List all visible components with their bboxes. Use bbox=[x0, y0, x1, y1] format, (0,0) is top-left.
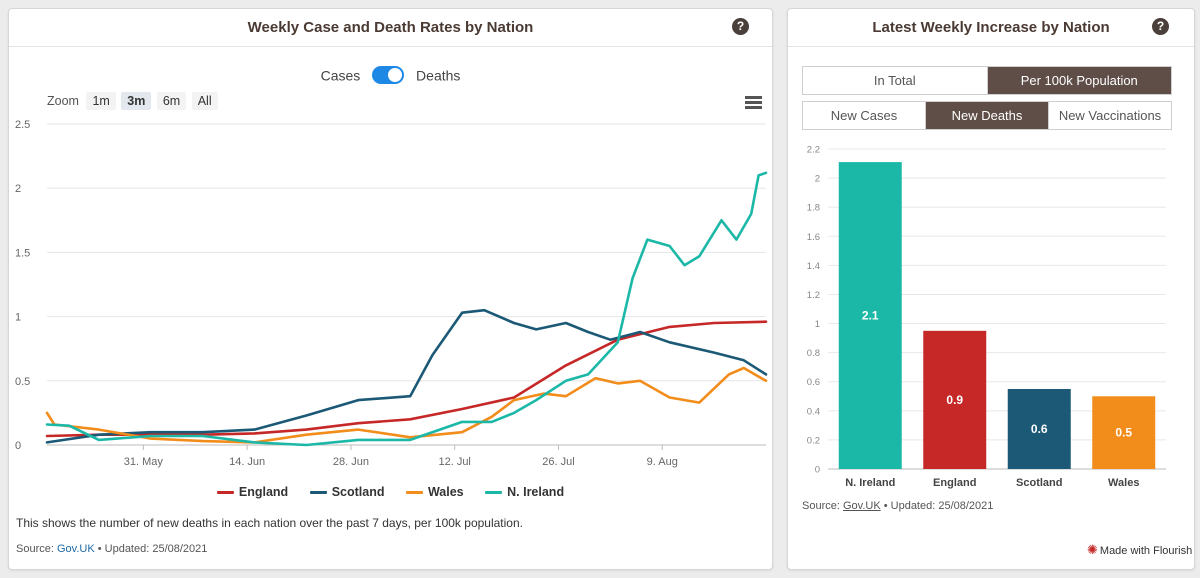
source-suffix: • Updated: 25/08/2021 bbox=[880, 500, 994, 512]
y-tick-label: 1.8 bbox=[807, 203, 820, 214]
bar-value-label: 0.5 bbox=[1115, 426, 1132, 440]
series-line-n-ireland bbox=[45, 171, 768, 447]
zoom-3m-button[interactable]: 3m bbox=[121, 92, 152, 110]
y-tick-label: 2 bbox=[15, 183, 21, 195]
source-prefix: Source: bbox=[802, 500, 843, 512]
help-icon[interactable]: ? bbox=[1152, 18, 1169, 35]
source-link[interactable]: Gov.UK bbox=[842, 500, 881, 512]
y-tick-label: 1.2 bbox=[807, 290, 820, 301]
y-tick-label: 1 bbox=[15, 312, 21, 324]
legend-item-wales[interactable]: Wales bbox=[405, 485, 464, 499]
help-icon[interactable]: ? bbox=[732, 18, 749, 35]
y-tick-label: 0.5 bbox=[15, 376, 30, 388]
source-prefix: Source: bbox=[16, 543, 57, 555]
bar-scotland bbox=[1007, 389, 1071, 469]
y-tick-label: 0.2 bbox=[807, 435, 820, 446]
x-tick-label: 26. Jul bbox=[542, 456, 574, 468]
zoom-6m-button[interactable]: 6m bbox=[156, 92, 187, 110]
y-tick-label: 1.4 bbox=[807, 261, 820, 272]
x-tick-label: 28. Jun bbox=[333, 456, 369, 468]
source-line: Source: Gov.UK • Updated: 25/08/2021 bbox=[16, 543, 207, 555]
x-category-label: England bbox=[933, 477, 976, 489]
y-tick-label: 0.4 bbox=[807, 406, 820, 417]
y-tick-label: 2.5 bbox=[15, 119, 30, 131]
line-chart-legend: England Scotland Wales N. Ireland bbox=[9, 485, 772, 499]
tab-new-deaths[interactable]: New Deaths bbox=[926, 102, 1049, 129]
tab-new-cases[interactable]: New Cases bbox=[803, 102, 926, 129]
panel-header: Latest Weekly Increase by Nation ? bbox=[788, 9, 1194, 47]
bar-value-label: 0.9 bbox=[946, 393, 963, 407]
cases-deaths-toggle-row: Cases Deaths bbox=[9, 66, 772, 85]
y-tick-label: 1.5 bbox=[15, 247, 30, 259]
x-tick-label: 14. Jun bbox=[229, 456, 265, 468]
source-line: Source: Gov.UK • Updated: 25/08/2021 bbox=[802, 500, 993, 512]
x-tick-label: 12. Jul bbox=[438, 456, 470, 468]
metric-tabs: New Cases New Deaths New Vaccinations bbox=[802, 101, 1172, 130]
legend-label: England bbox=[238, 485, 289, 499]
flourish-logo-icon: ✺ bbox=[1087, 542, 1098, 557]
bar-value-label: 0.6 bbox=[1031, 422, 1048, 436]
y-tick-label: 0.6 bbox=[807, 377, 820, 388]
x-category-label: Wales bbox=[1108, 477, 1139, 489]
measure-tabs: In Total Per 100k Population bbox=[802, 66, 1172, 95]
y-tick-label: 0 bbox=[815, 465, 820, 476]
tab-per-100k[interactable]: Per 100k Population bbox=[987, 67, 1171, 94]
line-chart: 0 0.5 1 1.5 2 2.5 31. May 14. Jun 28. Jun 12. Jul… bbox=[15, 119, 768, 468]
x-tick-label: 31. May bbox=[124, 456, 164, 468]
legend-label: Scotland bbox=[331, 485, 385, 499]
flourish-label: Made with Flourish bbox=[1099, 545, 1193, 557]
flourish-credit[interactable]: ✺ Made with Flourish bbox=[1087, 542, 1192, 558]
x-category-label: N. Ireland bbox=[845, 477, 895, 489]
x-category-label: Scotland bbox=[1016, 477, 1062, 489]
legend-label: Wales bbox=[427, 485, 464, 499]
series-line-wales bbox=[45, 366, 768, 444]
zoom-label: Zoom bbox=[47, 94, 79, 108]
zoom-all-button[interactable]: All bbox=[191, 92, 218, 110]
bar-england bbox=[923, 330, 987, 469]
bar-value-label: 2.1 bbox=[862, 309, 879, 323]
tab-in-total[interactable]: In Total bbox=[803, 67, 988, 94]
y-tick-label: 1.6 bbox=[807, 232, 820, 243]
hamburger-menu-icon[interactable] bbox=[745, 96, 762, 109]
series-line-scotland bbox=[45, 308, 768, 444]
y-tick-label: 0 bbox=[15, 440, 21, 452]
bar-n-ireland bbox=[838, 162, 902, 469]
legend-item-n-ireland[interactable]: N. Ireland bbox=[485, 485, 564, 499]
line-chart-panel: Weekly Case and Death Rates by Nation ? … bbox=[8, 8, 773, 570]
line-chart-title: Weekly Case and Death Rates by Nation bbox=[247, 19, 534, 36]
legend-item-england[interactable]: England bbox=[216, 485, 289, 499]
toggle-label-deaths[interactable]: Deaths bbox=[416, 67, 461, 84]
legend-item-scotland[interactable]: Scotland bbox=[309, 485, 385, 499]
panel-header: Weekly Case and Death Rates by Nation ? bbox=[9, 9, 772, 47]
bar-wales bbox=[1092, 396, 1156, 469]
x-tick-label: 9. Aug bbox=[647, 456, 678, 468]
zoom-1m-button[interactable]: 1m bbox=[86, 92, 116, 110]
bar-chart-title: Latest Weekly Increase by Nation bbox=[872, 19, 1110, 36]
y-tick-label: 2.2 bbox=[807, 145, 820, 156]
legend-label: N. Ireland bbox=[507, 485, 565, 499]
source-suffix: • Updated: 25/08/2021 bbox=[94, 543, 208, 555]
tab-new-vaccinations[interactable]: New Vaccinations bbox=[1049, 102, 1171, 129]
chart-note: This shows the number of new deaths in e… bbox=[16, 516, 523, 530]
bar-chart-panel: Latest Weekly Increase by Nation ? In To… bbox=[787, 8, 1195, 570]
bar-chart: 0 0.2 0.4 0.6 0.8 1 1.2 1.4 1.6 1.8 2 2.2 2.1 N. Irel… bbox=[807, 145, 1166, 489]
cases-deaths-toggle[interactable] bbox=[372, 66, 405, 85]
y-tick-label: 2 bbox=[815, 174, 820, 185]
y-tick-label: 0.8 bbox=[807, 348, 820, 359]
zoom-controls: Zoom 1m 3m 6m All bbox=[47, 92, 220, 110]
y-tick-label: 1 bbox=[815, 319, 820, 330]
source-link[interactable]: Gov.UK bbox=[56, 543, 95, 555]
toggle-label-cases[interactable]: Cases bbox=[320, 67, 361, 84]
